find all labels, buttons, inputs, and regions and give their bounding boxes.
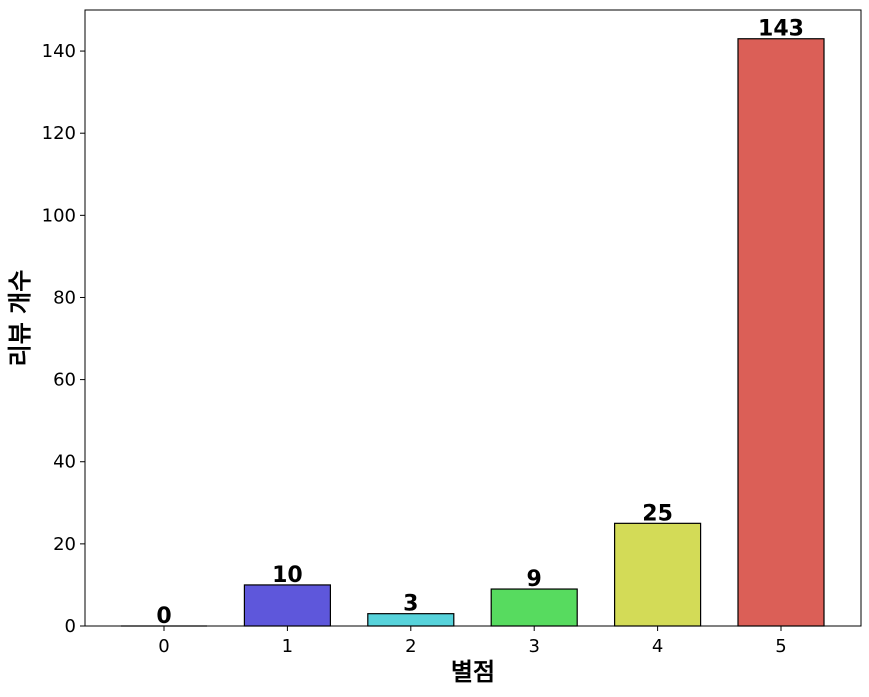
x-tick-label: 1 bbox=[282, 636, 293, 657]
x-tick-label: 2 bbox=[405, 636, 416, 657]
bar-labels-group: 0 10 3 9 25 143 bbox=[156, 17, 804, 629]
y-tick-label: 140 bbox=[42, 41, 76, 62]
y-tick-label: 20 bbox=[53, 534, 76, 555]
bar-value-label: 0 bbox=[156, 604, 171, 629]
bar-1 bbox=[243, 584, 331, 627]
bar-value-label: 3 bbox=[403, 592, 418, 617]
bar-value-label: 25 bbox=[642, 501, 673, 526]
bar-value-label: 10 bbox=[272, 563, 303, 588]
y-tick-label: 120 bbox=[42, 123, 76, 144]
y-tick-label: 40 bbox=[53, 452, 76, 473]
x-tick-label: 5 bbox=[775, 636, 786, 657]
plot-area-frame bbox=[84, 9, 862, 627]
bars-group bbox=[121, 38, 825, 627]
bar-3 bbox=[490, 588, 578, 627]
x-axis-label: 별점 bbox=[451, 658, 495, 686]
x-tick-label: 3 bbox=[528, 636, 539, 657]
y-axis-label: 리뷰 개수 bbox=[6, 270, 34, 367]
y-tick-label: 80 bbox=[53, 287, 76, 308]
x-tick-label: 0 bbox=[158, 636, 169, 657]
y-tick-label: 0 bbox=[65, 616, 76, 637]
bar-4 bbox=[613, 522, 702, 627]
y-tick-label: 60 bbox=[53, 370, 76, 391]
bar-value-label: 143 bbox=[758, 17, 804, 42]
y-tick-label: 100 bbox=[42, 205, 76, 226]
y-axis: 0 20 40 60 80 100 120 140 bbox=[42, 41, 85, 637]
bar-5 bbox=[737, 38, 825, 627]
bar-value-label: 9 bbox=[527, 567, 542, 592]
x-tick-label: 4 bbox=[652, 636, 663, 657]
x-axis: 0 1 2 3 4 5 bbox=[158, 626, 787, 657]
